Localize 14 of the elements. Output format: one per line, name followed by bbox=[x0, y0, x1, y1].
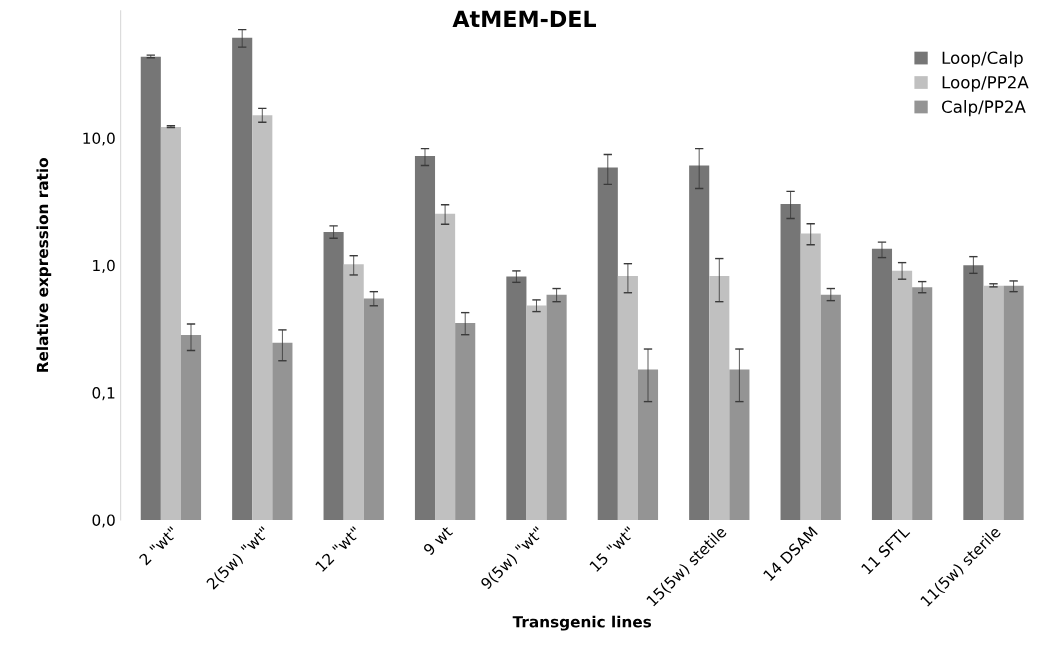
legend-label: Calp/PP2A bbox=[942, 100, 1026, 117]
y-tick-label: 10,0 bbox=[83, 132, 115, 146]
y-axis-title: Relative expression ratio bbox=[36, 158, 52, 372]
y-tick-label: 0,0 bbox=[92, 514, 115, 528]
legend-label: Loop/Calp bbox=[942, 51, 1023, 68]
x-axis-title: Transgenic lines bbox=[512, 615, 652, 631]
x-tick-label: 12 "wt" bbox=[314, 526, 361, 572]
x-tick-label: 2 "wt" bbox=[138, 526, 179, 566]
chart-title: AtMEM-DEL bbox=[452, 10, 597, 27]
y-tick-label: 1,0 bbox=[93, 259, 115, 273]
y-tick-label: 0,1 bbox=[92, 387, 115, 401]
x-tick-label: 15 "wt" bbox=[589, 526, 636, 573]
x-tick-label: 9 wt bbox=[422, 525, 454, 556]
legend-label: Loop/PP2A bbox=[942, 75, 1029, 92]
